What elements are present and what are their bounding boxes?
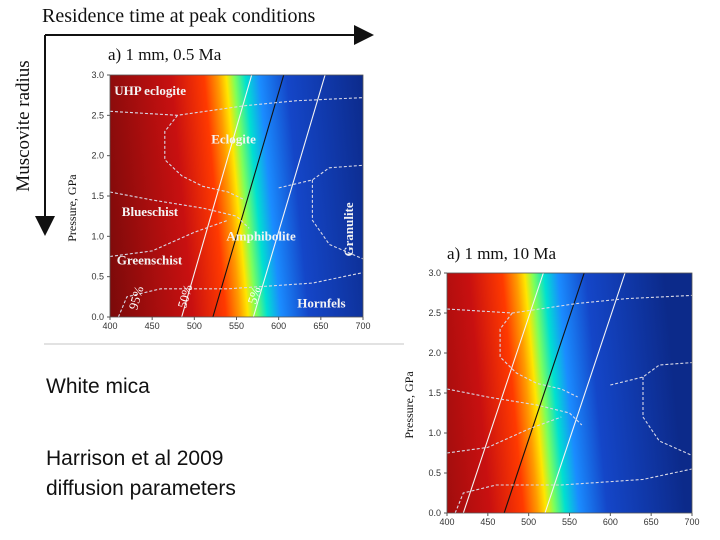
facies-boundary [447, 388, 583, 426]
facies-boundary [311, 179, 363, 260]
facies-boundary [454, 468, 692, 513]
x-tick-label: 400 [102, 321, 117, 331]
contour-label: 5% [244, 285, 263, 306]
caption-diffusion: diffusion parameters [46, 477, 236, 500]
x-tick-label: 650 [644, 517, 659, 527]
contour-line [212, 75, 285, 317]
y-tick-label: 2.0 [91, 151, 104, 161]
x-tick-label: 450 [480, 517, 495, 527]
y-tick-label: 1.5 [91, 191, 104, 201]
x-tick-label: 500 [187, 321, 202, 331]
facies-boundary [110, 219, 229, 258]
chart-title: a) 1 mm, 0.5 Ma [108, 45, 222, 64]
contour-line [503, 273, 585, 513]
x-tick-label: 450 [145, 321, 160, 331]
contour-line [252, 75, 326, 317]
facies-label: Blueschist [122, 204, 179, 219]
x-tick-label: 700 [355, 321, 370, 331]
y-tick-label: 0.5 [428, 468, 441, 478]
facies-boundary [117, 272, 363, 317]
x-tick-label: 600 [271, 321, 286, 331]
y-tick-label: 2.0 [428, 348, 441, 358]
y-tick-label: 0.0 [91, 312, 104, 322]
x-tick-label: 550 [229, 321, 244, 331]
y-tick-label: 3.0 [428, 268, 441, 278]
y-tick-label: 3.0 [91, 70, 104, 80]
contour-line [181, 75, 253, 317]
heatmap-field [447, 273, 692, 513]
x-tick-label: 600 [603, 517, 618, 527]
x-tick-label: 400 [439, 517, 454, 527]
facies-boundary [278, 164, 363, 189]
facies-label: UHP eclogite [114, 83, 186, 98]
overlay-group [447, 273, 692, 513]
x-tick-label: 550 [562, 517, 577, 527]
facies-label: Amphibolite [226, 228, 296, 243]
contour-label: 95% [125, 284, 146, 311]
chart-title: a) 1 mm, 10 Ma [447, 244, 557, 263]
facies-label: Hornfels [297, 295, 345, 310]
facies-boundary [164, 114, 246, 201]
divider [44, 343, 404, 345]
y-tick-label: 1.0 [428, 428, 441, 438]
facies-boundary [110, 97, 363, 116]
contour-line [544, 273, 626, 513]
chart-1: a) 1 mm, 0.5 Ma 400 450 500 550 600 650 700 0.0 0… [65, 45, 371, 331]
x-tick-label: 700 [684, 517, 699, 527]
x-tick-label: 500 [521, 517, 536, 527]
y-tick-label: 2.5 [91, 110, 104, 120]
overlay-group [110, 75, 363, 317]
y-axis-label: Pressure, GPa [402, 371, 416, 439]
residence-time-heading: Residence time at peak conditions [42, 5, 316, 27]
chart-2: a) 1 mm, 10 Ma 400 450 500 550 600 650 700 0.0 0.… [402, 244, 700, 527]
facies-label: Greenschist [117, 253, 183, 268]
y-tick-label: 1.5 [428, 388, 441, 398]
facies-boundary [642, 377, 692, 456]
x-tick-label: 650 [313, 321, 328, 331]
caption-citation: Harrison et al 2009 [46, 447, 224, 470]
facies-label: Granulite [341, 202, 356, 256]
facies-boundary [610, 362, 692, 386]
y-tick-label: 2.5 [428, 308, 441, 318]
y-tick-label: 0.5 [91, 272, 104, 282]
caption-white-mica: White mica [46, 375, 150, 398]
facies-boundary [447, 416, 562, 454]
facies-label: Eclogite [211, 132, 256, 147]
y-tick-label: 1.0 [91, 231, 104, 241]
contour-label: 50% [174, 283, 195, 310]
y-tick-label: 0.0 [428, 508, 441, 518]
contour-line [462, 273, 544, 513]
y-axis-label: Pressure, GPa [65, 174, 79, 242]
facies-boundary [499, 312, 578, 398]
facies-boundary [447, 294, 692, 314]
